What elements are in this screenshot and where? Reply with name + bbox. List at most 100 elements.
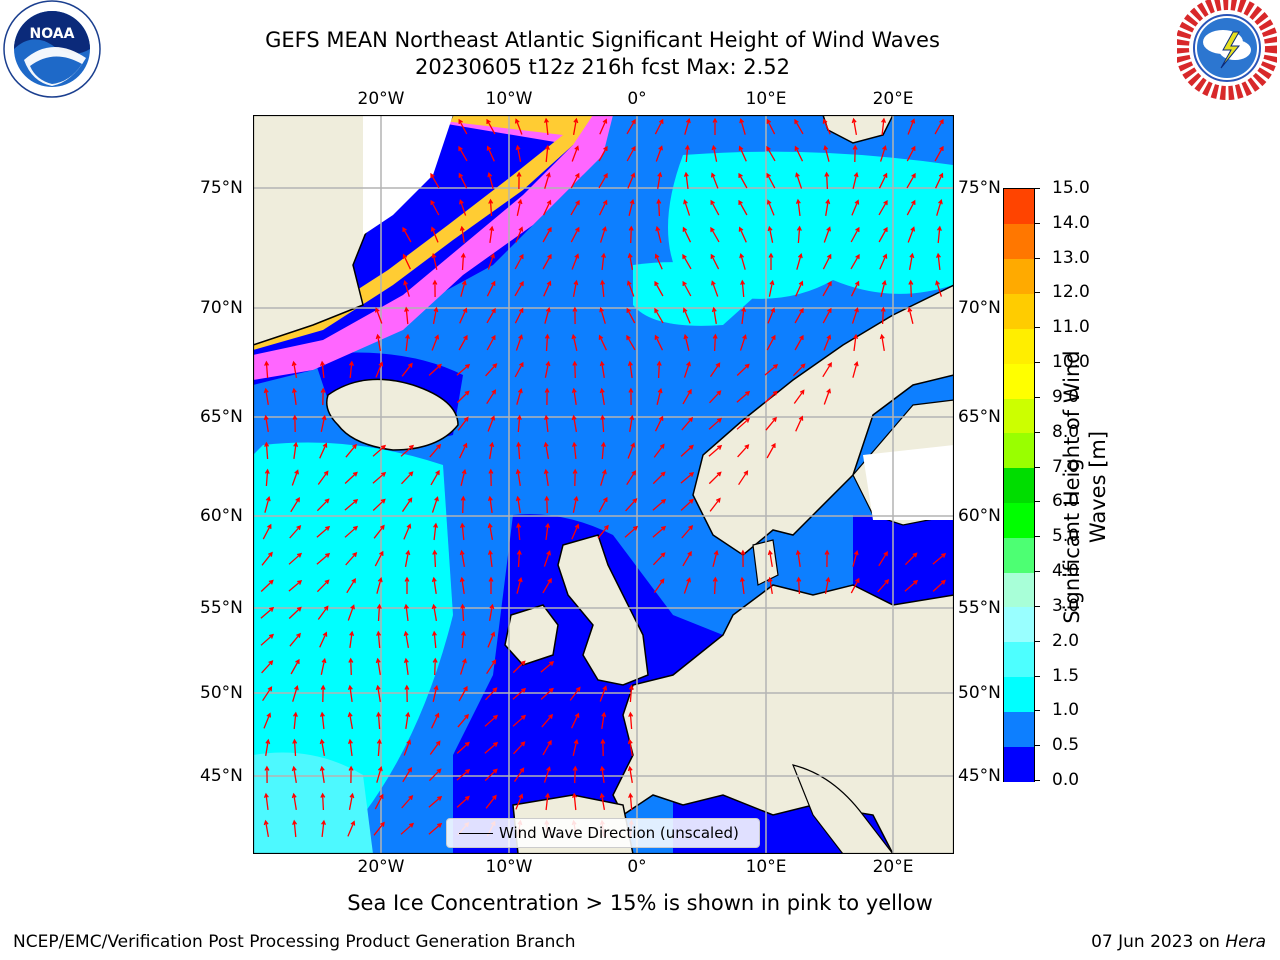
- wind-wave-arrow: [290, 497, 300, 513]
- lon-label-bottom: 10°E: [745, 857, 787, 877]
- wind-wave-arrow: [293, 441, 299, 459]
- wind-wave-arrow: [878, 199, 888, 216]
- wind-wave-arrow: [572, 306, 578, 325]
- wind-wave-arrow: [263, 387, 269, 406]
- wind-wave-arrow: [626, 334, 636, 351]
- wind-wave-arrow: [796, 225, 802, 244]
- wind-wave-arrow: [906, 172, 916, 189]
- wind-wave-arrow: [626, 470, 637, 486]
- wind-wave-arrow: [597, 524, 609, 539]
- wind-wave-arrow: [823, 334, 832, 351]
- wind-wave-arrow: [403, 523, 412, 540]
- wind-wave-arrow: [405, 711, 411, 729]
- wind-wave-arrow: [320, 792, 326, 811]
- wave-patch-west: [253, 442, 453, 835]
- wind-wave-arrow: [540, 661, 555, 673]
- wind-wave-arrow: [712, 333, 718, 352]
- wind-wave-arrow: [877, 578, 890, 593]
- wind-wave-arrow: [600, 279, 606, 298]
- wind-wave-arrow: [598, 172, 608, 189]
- footer-producer: NCEP/EMC/Verification Post Processing Pr…: [13, 932, 576, 952]
- wind-wave-arrow: [600, 414, 606, 433]
- wind-wave-arrow: [569, 686, 581, 701]
- wind-wave-arrow: [600, 468, 607, 486]
- wind-wave-arrow: [543, 766, 551, 783]
- wind-wave-arrow: [347, 604, 355, 621]
- wind-wave-arrow: [319, 738, 326, 757]
- wind-wave-arrow: [682, 280, 692, 297]
- wind-wave-arrow: [400, 444, 415, 457]
- lon-label-bottom: 10°W: [485, 857, 533, 877]
- wind-wave-arrow: [822, 307, 832, 324]
- lat-label-right: 45°N: [958, 766, 1001, 786]
- wind-wave-arrow: [376, 603, 382, 622]
- colorbar-tick-mark: [1034, 675, 1040, 677]
- wind-wave-arrow: [456, 390, 470, 404]
- wind-wave-arrow: [513, 767, 525, 782]
- wind-wave-arrow: [794, 307, 804, 324]
- wind-wave-arrow: [654, 253, 663, 270]
- wind-wave-arrow: [599, 226, 607, 243]
- wind-wave-arrow: [484, 741, 499, 754]
- wind-wave-arrow: [881, 117, 887, 136]
- wind-wave-arrow: [739, 117, 746, 135]
- wind-wave-arrow: [738, 172, 748, 189]
- colorbar-tick-mark: [1034, 466, 1040, 468]
- colorbar-tick-label: 2.0: [1052, 630, 1080, 651]
- wind-wave-arrow: [822, 253, 832, 270]
- wind-wave-arrow: [291, 792, 297, 811]
- wind-wave-arrow: [428, 768, 442, 782]
- wind-wave-arrow: [712, 576, 718, 595]
- wind-wave-arrow: [796, 576, 802, 595]
- wind-wave-arrow: [348, 792, 355, 811]
- wind-wave-arrow: [654, 415, 664, 432]
- wind-wave-arrow: [571, 387, 577, 405]
- wind-wave-arrow: [768, 279, 775, 297]
- wind-wave-arrow: [654, 307, 664, 324]
- wind-wave-arrow: [459, 307, 468, 324]
- wind-wave-arrow: [879, 333, 885, 352]
- wind-wave-arrow: [487, 171, 494, 189]
- wind-wave-arrow: [766, 145, 776, 162]
- wind-wave-arrow: [907, 226, 916, 243]
- wind-wave-arrow: [710, 253, 720, 270]
- wind-wave-arrow: [652, 498, 667, 511]
- colorbar-tick-mark: [1034, 327, 1040, 329]
- wind-wave-arrow: [430, 199, 440, 216]
- wind-wave-arrow: [374, 793, 384, 810]
- wind-wave-arrow: [738, 226, 747, 243]
- colorbar-tick-mark: [1034, 222, 1040, 224]
- lat-label-right: 50°N: [958, 683, 1001, 703]
- wind-wave-arrow: [571, 145, 580, 162]
- wind-wave-arrow: [428, 363, 442, 376]
- colorbar-segment: [1004, 746, 1034, 782]
- wind-wave-arrow: [711, 306, 717, 325]
- wind-wave-arrow: [320, 414, 327, 432]
- wind-wave-arrow: [260, 606, 275, 619]
- wind-wave-arrow: [431, 496, 439, 513]
- wind-wave-arrow: [540, 687, 554, 700]
- wind-wave-arrow: [348, 360, 354, 379]
- wind-wave-arrow: [344, 525, 359, 538]
- legend-label: Wind Wave Direction (unscaled): [499, 824, 739, 842]
- wind-wave-arrow: [375, 684, 381, 703]
- wind-wave-arrow: [627, 442, 636, 459]
- wind-wave-arrow: [401, 471, 414, 485]
- wind-wave-arrow: [572, 765, 578, 784]
- colorbar-tick-mark: [1034, 188, 1040, 189]
- nws-logo-icon: [1175, 0, 1279, 100]
- colorbar-segment: [1004, 572, 1034, 608]
- wind-wave-arrow: [628, 198, 635, 216]
- wind-wave-arrow: [852, 360, 859, 378]
- wind-wave-arrow: [542, 226, 552, 243]
- colorbar-tick-label: 7.0: [1052, 456, 1080, 477]
- wind-wave-arrow: [629, 414, 635, 433]
- wind-wave-arrow: [627, 738, 633, 757]
- wind-wave-arrow: [291, 469, 299, 486]
- wind-wave-arrow: [432, 306, 439, 325]
- wind-wave-arrow: [262, 686, 273, 702]
- wind-wave-arrow: [514, 280, 524, 297]
- sea-ice-caption: Sea Ice Concentration > 15% is shown in …: [347, 891, 933, 915]
- wind-wave-arrow: [627, 765, 633, 784]
- wind-wave-arrow: [767, 549, 773, 568]
